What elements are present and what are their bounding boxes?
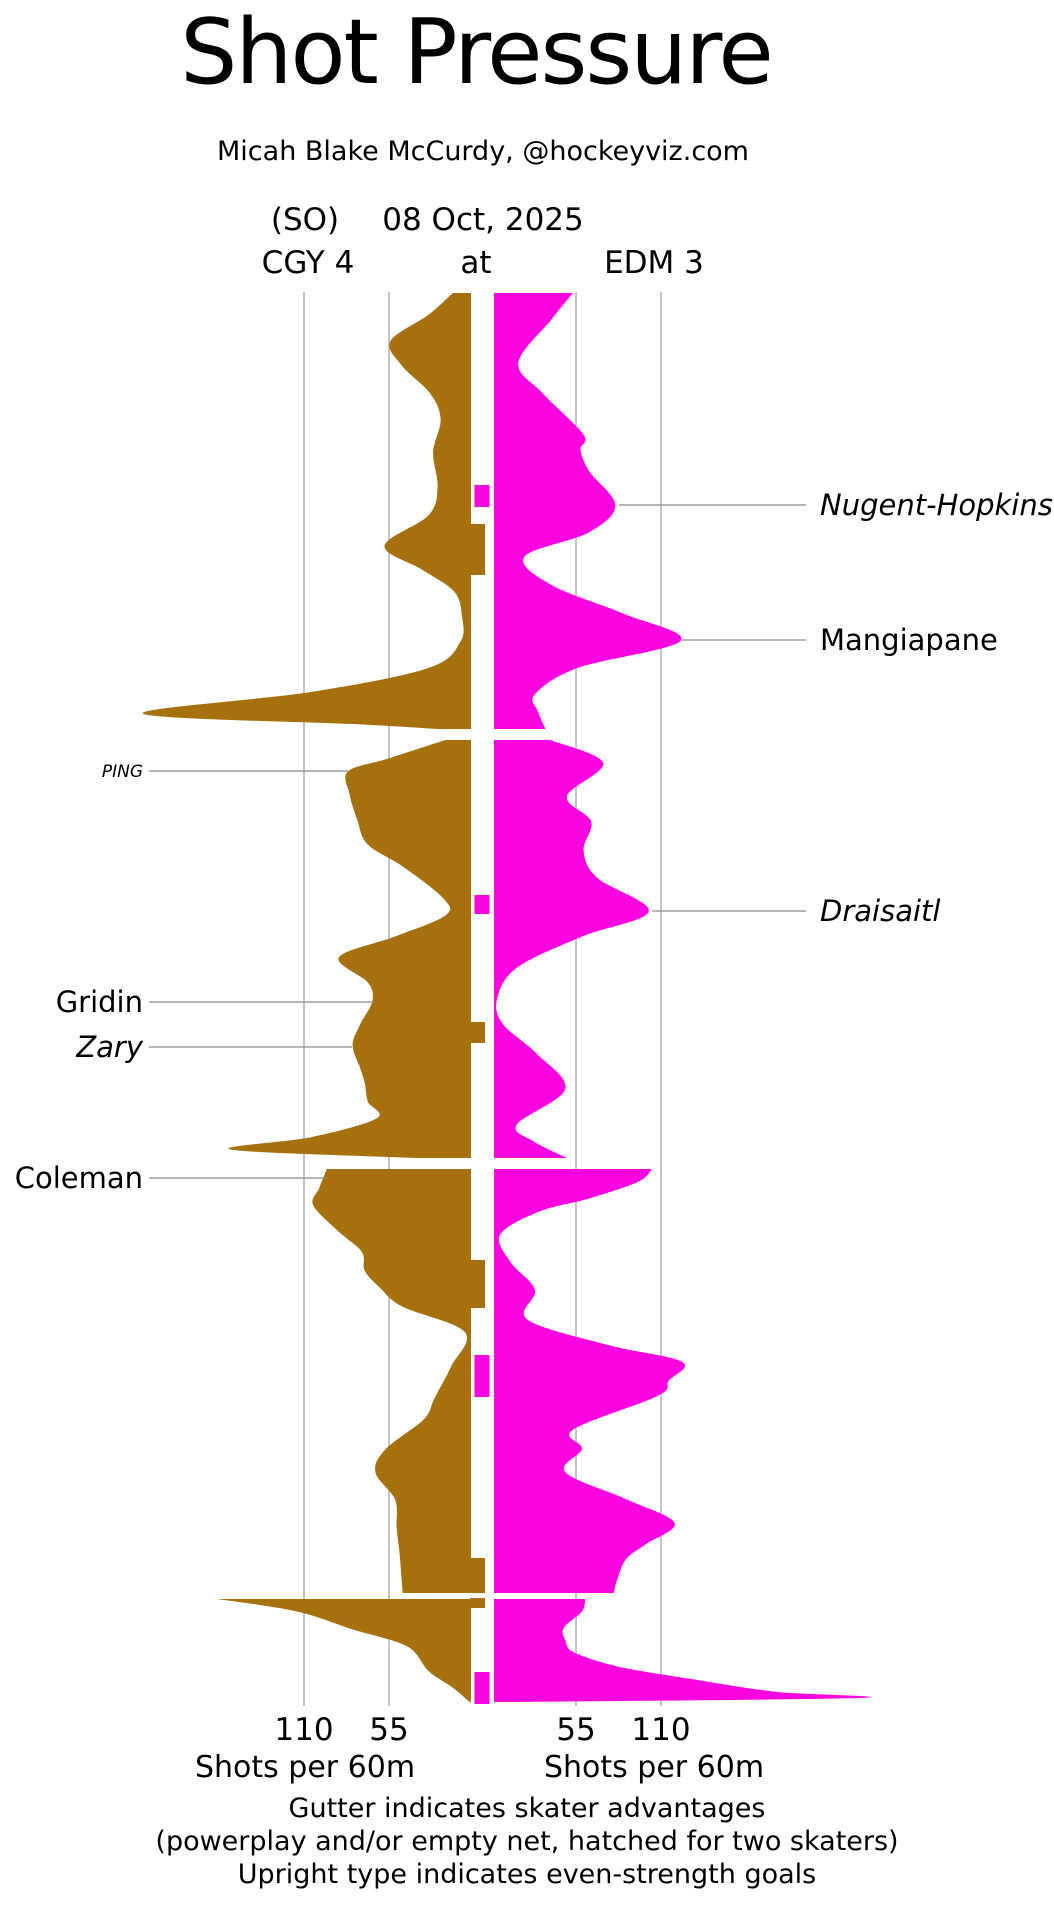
violin-away-period-2nd — [228, 740, 471, 1158]
advantage-bar-edm-5 — [474, 1355, 490, 1397]
annotation-zary: Zary — [75, 1030, 144, 1064]
violin-away-period-OT — [217, 1599, 471, 1702]
violin-home-period-3rd — [494, 1169, 686, 1593]
advantage-bar-cgy-1 — [470, 524, 485, 575]
advantage-bar-cgy-4 — [470, 1260, 485, 1308]
advantage-bar-edm-2 — [474, 895, 490, 914]
violin-home-period-2nd — [494, 740, 649, 1158]
advantage-bar-cgy-7 — [470, 1598, 485, 1608]
violin-away-period-1st — [142, 293, 472, 729]
footnote-line-1: Gutter indicates skater advantages — [288, 1793, 766, 1824]
annotation-ping: PING — [102, 762, 143, 782]
annotation-nugent-hopkins: Nugent-Hopkins — [820, 488, 1053, 522]
home-score: 3 — [684, 245, 704, 281]
footnote-line-3: Upright type indicates even-strength goa… — [237, 1859, 817, 1890]
home-team-score: EDM 3 — [604, 245, 704, 281]
axis-caption-away: Shots per 60m — [194, 1750, 416, 1785]
footnote: Gutter indicates skater advantages (powe… — [0, 1792, 1054, 1891]
axis-tick-away-55: 55 — [369, 1712, 409, 1748]
away-team: CGY — [261, 245, 325, 281]
advantage-bar-edm-8 — [474, 1672, 490, 1704]
annotation-draisaitl: Draisaitl — [820, 894, 940, 928]
away-score: 4 — [334, 245, 355, 281]
violin-home-period-OT — [494, 1599, 873, 1702]
axis-tick-home-110: 110 — [631, 1712, 691, 1748]
axis-caption-home: Shots per 60m — [543, 1750, 765, 1785]
footnote-line-2: (powerplay and/or empty net, hatched for… — [155, 1826, 899, 1857]
advantage-bar-cgy-3 — [470, 1022, 485, 1043]
axis-tick-home-55: 55 — [556, 1712, 596, 1748]
home-team: EDM — [604, 245, 675, 281]
away-team-score: CGY 4 — [262, 245, 355, 281]
page-title: Shot Pressure — [180, 0, 773, 105]
axis-tick-away-110: 110 — [274, 1712, 334, 1748]
annotation-mangiapane: Mangiapane — [820, 623, 998, 657]
violin-away-period-3rd — [312, 1169, 471, 1593]
attribution: Micah Blake McCurdy, @hockeyviz.com — [217, 136, 749, 167]
annotation-gridin: Gridin — [56, 985, 143, 1019]
advantage-bar-edm-0 — [474, 485, 490, 507]
game-date: 08 Oct, 2025 — [382, 202, 584, 238]
result-tag: (SO) — [270, 202, 340, 238]
at-label: at — [460, 245, 492, 281]
annotation-coleman: Coleman — [15, 1161, 143, 1195]
advantage-bar-cgy-6 — [470, 1558, 485, 1593]
violin-home-period-1st — [494, 293, 682, 729]
